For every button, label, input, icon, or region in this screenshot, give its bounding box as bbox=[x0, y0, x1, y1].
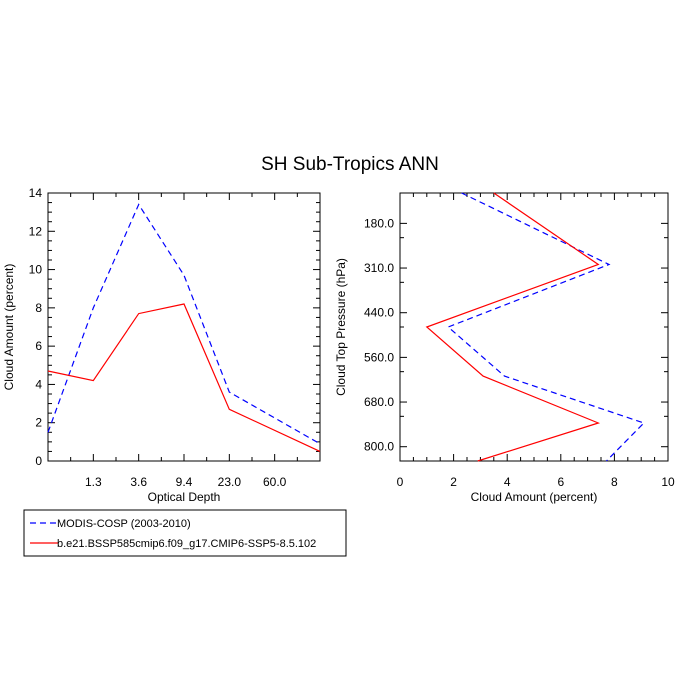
right-y-tick-label: 310.0 bbox=[364, 261, 394, 275]
legend-box bbox=[23, 509, 347, 557]
left-x-tick-label: 23.0 bbox=[218, 475, 242, 489]
left-ticks: 0 2 4 6 8 10 12 14 1.3 3.6 9.4 23.0 60.0 bbox=[29, 186, 320, 489]
left-y-tick-label: 12 bbox=[29, 224, 43, 238]
right-y-tick-label: 560.0 bbox=[364, 350, 394, 364]
chart-title: SH Sub-Tropics ANN bbox=[261, 154, 439, 175]
left-x-tick-label: 60.0 bbox=[263, 475, 287, 489]
right-series-line-model bbox=[425, 192, 601, 462]
right-y-tick-label: 680.0 bbox=[364, 395, 394, 409]
legend-entry-model: b.e21.BSSP585cmip6.f09_g17.CMIP6-SSP5-8.… bbox=[57, 538, 316, 550]
right-y-axis-label: Cloud Top Pressure (hPa) bbox=[334, 258, 348, 396]
right-x-tick-label: 10 bbox=[661, 475, 675, 489]
left-series bbox=[47, 203, 321, 452]
right-series bbox=[425, 192, 646, 462]
left-y-tick-label: 10 bbox=[29, 263, 43, 277]
left-y-tick-label: 0 bbox=[35, 454, 42, 468]
right-x-tick-label: 4 bbox=[504, 475, 511, 489]
left-x-tick-label: 3.6 bbox=[130, 475, 147, 489]
right-x-tick-label: 2 bbox=[450, 475, 457, 489]
right-y-tick-label: 440.0 bbox=[364, 306, 394, 320]
right-x-axis-label: Cloud Amount (percent) bbox=[471, 490, 598, 504]
left-series-line-model bbox=[47, 303, 321, 452]
left-x-axis-label: Optical Depth bbox=[148, 490, 221, 504]
left-y-tick-label: 2 bbox=[35, 416, 42, 430]
left-y-axis-label: Cloud Amount (percent) bbox=[2, 264, 16, 391]
right-y-tick-label: 800.0 bbox=[364, 440, 394, 454]
left-y-tick-label: 14 bbox=[29, 186, 43, 200]
right-series-line-obs bbox=[447, 192, 646, 462]
left-x-tick-label: 9.4 bbox=[176, 475, 193, 489]
left-x-tick-label: 1.3 bbox=[85, 475, 102, 489]
cloud-top-pressure-panel: 0 2 4 6 8 10 180.0 310.0 440.0 560.0 680.0 800.0 Cl… bbox=[334, 192, 675, 504]
legend: MODIS-COSP (2003-2010) b.e21.BSSP585cmip… bbox=[23, 509, 347, 557]
left-y-tick-label: 6 bbox=[35, 339, 42, 353]
right-x-tick-label: 8 bbox=[611, 475, 618, 489]
left-y-tick-label: 4 bbox=[35, 377, 42, 391]
right-y-tick-label: 180.0 bbox=[364, 216, 394, 230]
right-x-tick-label: 0 bbox=[397, 475, 404, 489]
left-y-tick-label: 8 bbox=[35, 301, 42, 315]
right-x-tick-label: 6 bbox=[557, 475, 564, 489]
right-plot-frame bbox=[399, 192, 669, 462]
legend-entry-obs: MODIS-COSP (2003-2010) bbox=[57, 518, 191, 530]
optical-depth-panel: 0 2 4 6 8 10 12 14 1.3 3.6 9.4 23.0 60.0 Optical Dep… bbox=[2, 186, 321, 504]
left-series-line-obs bbox=[47, 203, 321, 445]
right-ticks: 0 2 4 6 8 10 180.0 310.0 440.0 560.0 680.0 800.0 bbox=[364, 192, 675, 489]
